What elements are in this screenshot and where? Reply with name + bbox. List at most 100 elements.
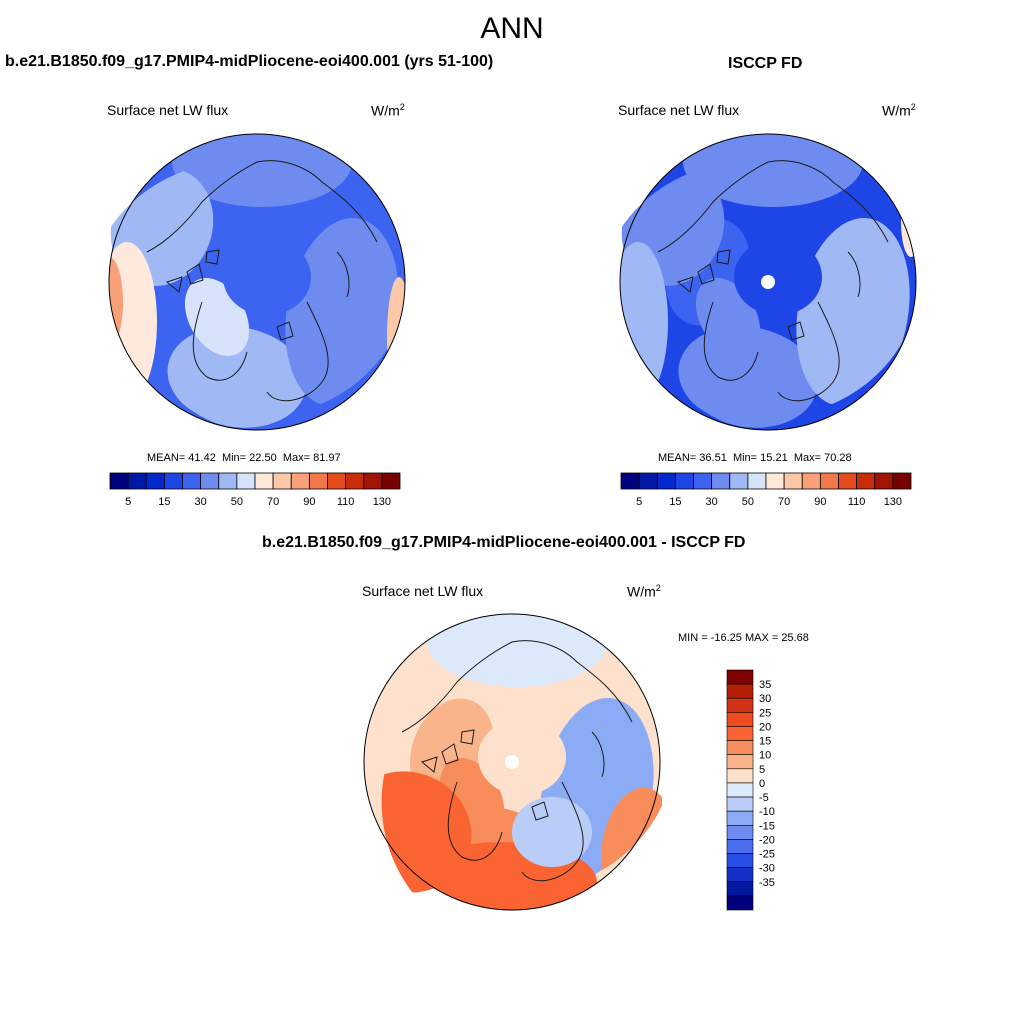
colorbar-swatch: [726, 697, 754, 713]
coastline: [511, 640, 633, 723]
colorbar-swatch: [726, 810, 754, 826]
colorbar-swatch: [620, 472, 640, 490]
diff-colorbar: 35 30 25 20 15 10 5 0 -5 -10 -15 -20 -25 -30 -35: [726, 669, 775, 911]
colorbar-swatch: [838, 472, 858, 490]
colorbar-swatch: [783, 472, 803, 490]
colorbar-swatch: [218, 472, 238, 490]
region-barents-scandinavia: [512, 797, 592, 867]
colorbar-swatch: [726, 824, 754, 840]
colorbar-swatch: [726, 853, 754, 868]
colorbar-tick-label: 110: [848, 496, 866, 508]
colorbar-swatch: [726, 712, 754, 727]
colorbar-swatch: [726, 726, 754, 741]
colorbar-tick-label: 5: [759, 764, 765, 776]
colorbar-swatch: [236, 472, 256, 490]
colorbar-swatch: [638, 472, 658, 490]
colorbar-tick-label: 5: [636, 496, 642, 508]
coastline: [591, 731, 605, 778]
colorbar-swatch: [747, 472, 767, 490]
coastline: [441, 743, 459, 765]
colorbar-tick-label: 30: [759, 693, 771, 705]
region-north-atlantic: [167, 326, 307, 428]
region-north-atlantic: [678, 326, 818, 428]
colorbar-swatch: [726, 683, 754, 699]
coastline: [266, 301, 329, 402]
model-units-label: W/m2: [371, 102, 405, 119]
colorbar-swatch: [163, 472, 183, 490]
coastlines: [146, 160, 378, 402]
region-central-core: [223, 238, 311, 316]
colorbar-tick-label: -20: [759, 834, 775, 846]
coastline: [447, 781, 503, 861]
coastline: [531, 801, 549, 821]
colorbar-swatch: [656, 472, 676, 490]
colorbar-swatch: [109, 472, 129, 490]
coastlines: [401, 640, 633, 882]
colorbar-tick-label: -10: [759, 806, 775, 818]
model-panel-title: b.e21.B1850.f09_g17.PMIP4-midPliocene-eo…: [5, 53, 494, 70]
model-stats: MEAN= 41.42 Min= 22.50 Max= 81.97: [147, 452, 341, 464]
diff-polar-map: [362, 613, 662, 911]
coastline: [336, 251, 350, 298]
colorbar-swatch: [801, 472, 821, 490]
colorbar-swatch: [711, 472, 731, 490]
map-boundary: [108, 133, 406, 431]
colorbar-tick-label: 10: [759, 750, 771, 762]
coastline: [767, 160, 889, 243]
coastline: [787, 321, 805, 341]
obs-colorbar: 5 15 30 50 70 90 110 130: [620, 472, 912, 508]
coastline: [165, 276, 183, 293]
diff-units-label: W/m2: [627, 583, 661, 600]
colorbar-swatch: [327, 472, 347, 490]
colorbar-swatch: [726, 754, 754, 770]
colorbar-swatch: [726, 881, 754, 897]
colorbar-swatch: [726, 895, 754, 911]
colorbar-tick-label: 0: [759, 778, 765, 790]
coastline: [521, 781, 584, 882]
coastline: [256, 160, 378, 243]
coastline: [205, 249, 220, 265]
diff-variable-label: Surface net LW flux: [362, 583, 484, 599]
coastline: [401, 641, 513, 733]
colorbar-swatch: [892, 472, 912, 490]
colorbar-tick-label: 110: [337, 496, 355, 508]
colorbar-swatch: [381, 472, 401, 490]
colorbar-tick-label: 70: [778, 496, 790, 508]
obs-variable-label: Surface net LW flux: [618, 102, 740, 118]
coastline: [460, 729, 475, 745]
figure-title: ANN: [480, 12, 544, 45]
coastlines: [657, 160, 889, 402]
colorbar-swatch: [674, 472, 694, 490]
colorbar-swatch: [726, 782, 754, 798]
missing-data-pole: [505, 755, 519, 769]
colorbar-tick-label: 90: [303, 496, 315, 508]
colorbar-swatch: [308, 472, 328, 490]
colorbar-tick-label: 50: [742, 496, 754, 508]
map-boundary: [619, 133, 917, 431]
colorbar-swatch: [819, 472, 839, 490]
colorbar-swatch: [200, 472, 220, 490]
colorbar-swatch: [765, 472, 785, 490]
colorbar-swatch: [726, 768, 754, 784]
obs-panel-title: ISCCP FD: [728, 55, 803, 72]
colorbar-tick-label: 35: [759, 679, 771, 691]
colorbar-tick-label: 20: [759, 721, 771, 733]
colorbar-tick-label: 15: [158, 496, 170, 508]
colorbar-swatch: [729, 472, 749, 490]
coastline: [657, 161, 769, 253]
colorbar-tick-label: 70: [267, 496, 279, 508]
colorbar-tick-label: 130: [884, 496, 902, 508]
obs-polar-map: [619, 133, 917, 431]
colorbar-swatch: [693, 472, 713, 490]
coastline: [676, 276, 694, 293]
colorbar-swatch: [726, 740, 754, 756]
region-eurasia-north: [285, 217, 399, 407]
colorbar-tick-label: 25: [759, 707, 771, 719]
coastline: [703, 301, 759, 381]
colorbar-tick-label: -25: [759, 849, 775, 861]
region-central-core: [734, 238, 822, 316]
colorbar-tick-label: 50: [231, 496, 243, 508]
coastline: [420, 756, 438, 773]
map-boundary: [363, 613, 661, 911]
colorbar-tick-label: 30: [706, 496, 718, 508]
